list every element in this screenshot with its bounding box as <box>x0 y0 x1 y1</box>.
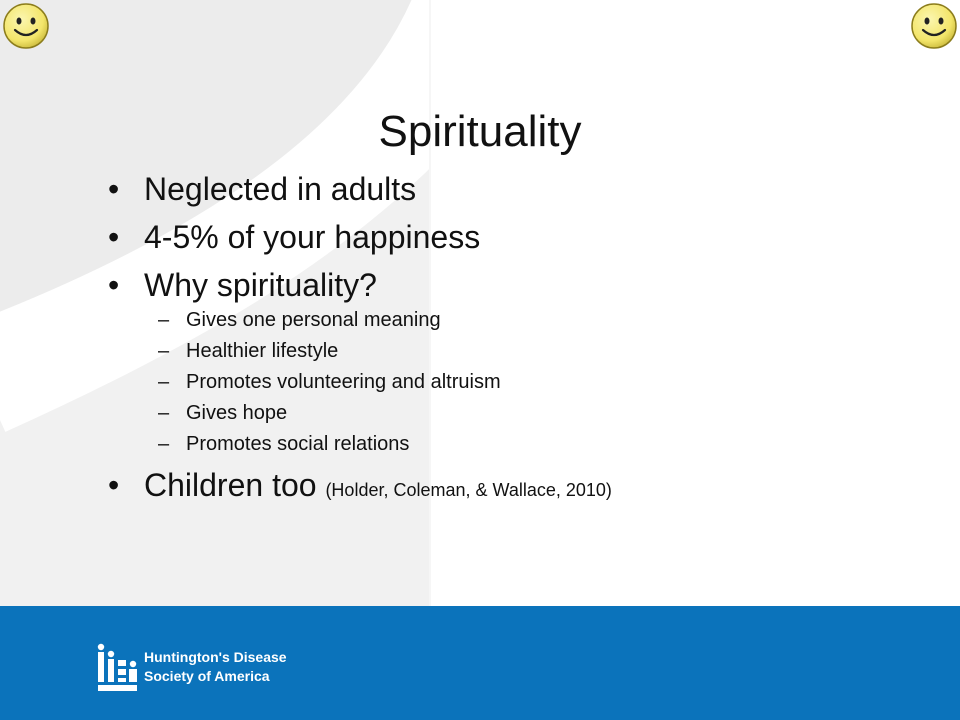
sub-bullet-text: Gives one personal meaning <box>186 309 441 331</box>
sub-bullet-item: – Gives hope <box>144 401 928 425</box>
bullet-marker: • <box>108 267 120 303</box>
logo-line-1: Huntington's Disease <box>144 649 287 665</box>
bullet-item: • Why spirituality? – Gives one personal… <box>108 266 928 456</box>
sub-bullet-marker: – <box>158 433 170 455</box>
hdsa-logo: Huntington's Disease Society of America <box>96 642 336 694</box>
sub-bullet-item: – Promotes social relations <box>144 432 928 456</box>
sub-bullet-item: – Promotes volunteering and altruism <box>144 370 928 394</box>
sub-bullet-text: Promotes volunteering and altruism <box>186 371 501 393</box>
bullet-marker: • <box>108 171 120 207</box>
logo-wordmark: Huntington's Disease Society of America <box>144 648 287 686</box>
slide-title: Spirituality <box>378 107 582 156</box>
footer-bar: Huntington's Disease Society of America <box>0 606 960 720</box>
logo-line-2: Society of America <box>144 668 270 684</box>
bullet-marker: • <box>108 467 120 503</box>
smiley-face-icon <box>3 3 49 49</box>
sub-bullet-marker: – <box>158 340 170 362</box>
bullet-text: Children too <box>144 467 317 503</box>
bullet-item: • 4-5% of your happiness <box>108 218 928 256</box>
citation: (Holder, Coleman, & Wallace, 2010) <box>325 480 612 500</box>
sub-bullet-text: Promotes social relations <box>186 433 410 455</box>
sub-bullet-marker: – <box>158 371 170 393</box>
sub-bullet-text: Healthier lifestyle <box>186 340 339 362</box>
bullet-list: • Neglected in adults • 4-5% of your hap… <box>108 170 928 519</box>
sub-bullet-marker: – <box>158 309 170 331</box>
background-swoosh <box>0 0 430 608</box>
bullet-marker: • <box>108 219 120 255</box>
smiley-face-icon <box>911 3 957 49</box>
sub-bullet-text: Gives hope <box>186 402 288 424</box>
bullet-text: 4-5% of your happiness <box>144 219 481 255</box>
sub-bullet-list: – Gives one personal meaning – Healthier… <box>144 308 928 456</box>
bullet-text: Neglected in adults <box>144 171 417 207</box>
sub-bullet-marker: – <box>158 402 170 424</box>
bullet-text: Why spirituality? <box>144 267 377 303</box>
sub-bullet-item: – Gives one personal meaning <box>144 308 928 332</box>
bullet-item: • Children too (Holder, Coleman, & Walla… <box>108 466 928 509</box>
sub-bullet-item: – Healthier lifestyle <box>144 339 928 363</box>
hdsa-logo-icon <box>97 643 137 691</box>
bullet-item: • Neglected in adults <box>108 170 928 208</box>
